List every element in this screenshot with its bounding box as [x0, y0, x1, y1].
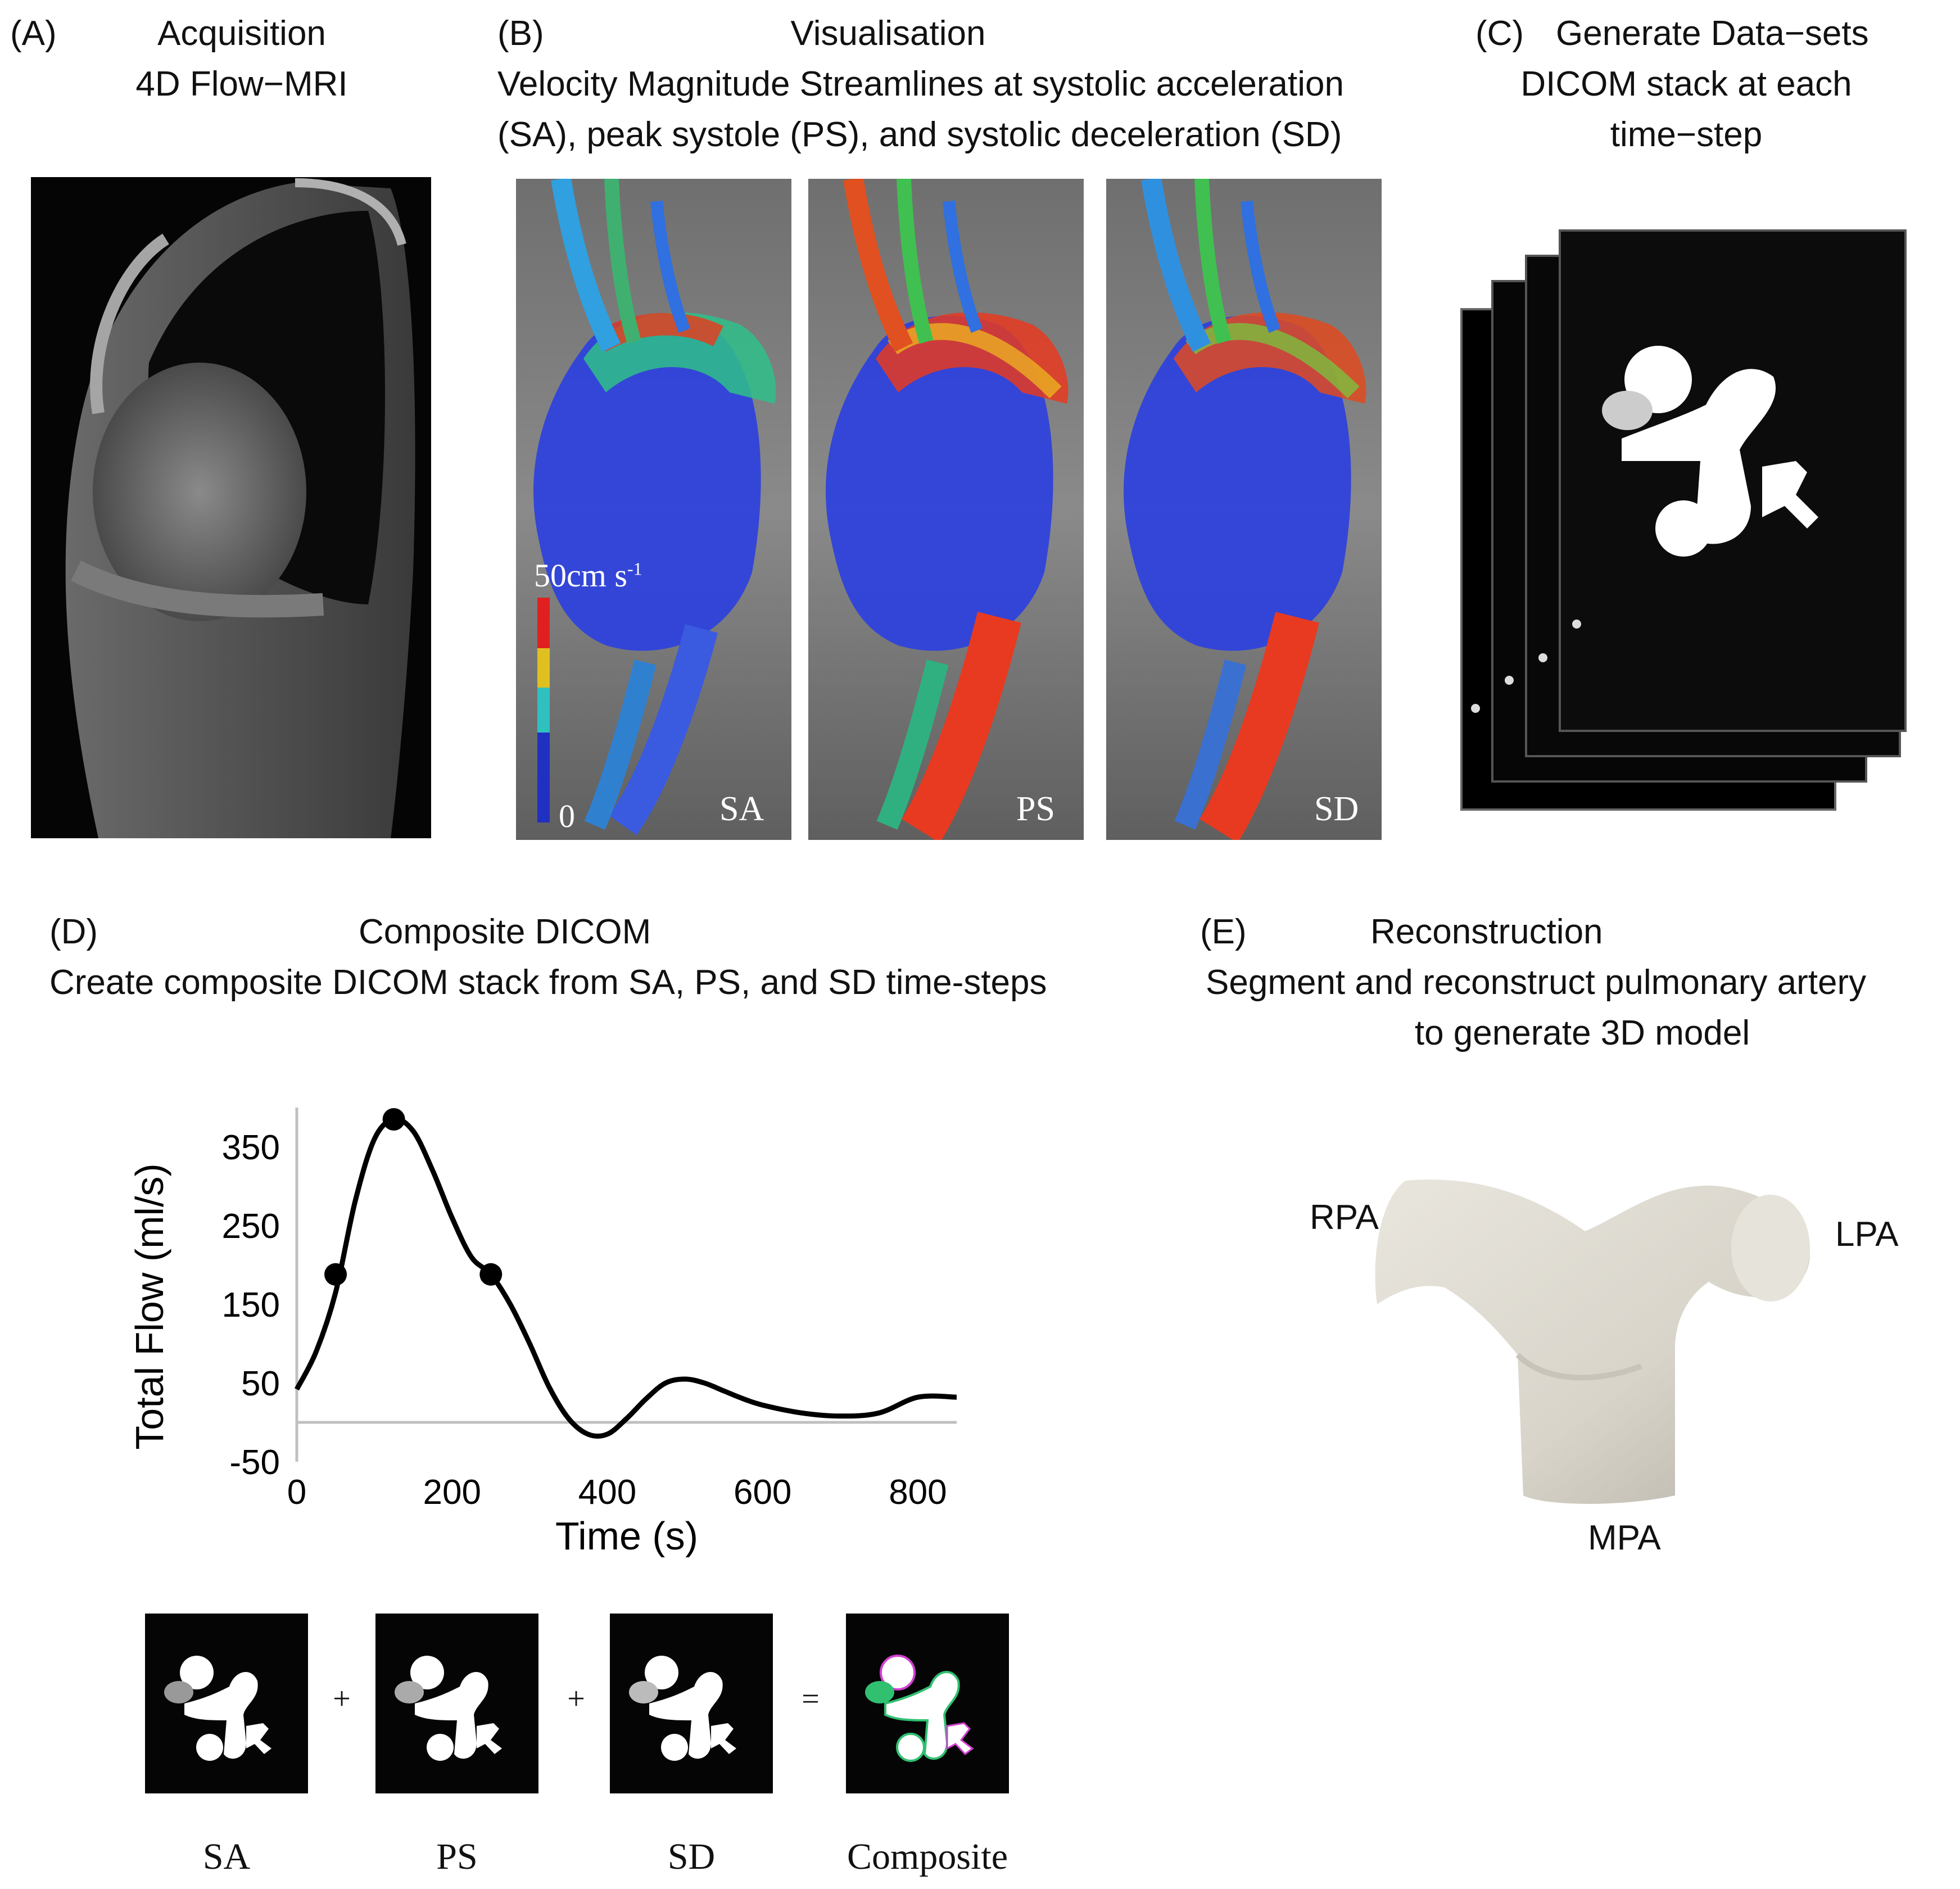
streamlines-ps-image — [808, 179, 1084, 840]
panel-b-letter: (B) — [497, 14, 544, 53]
y-tick-label: 50 — [241, 1364, 280, 1403]
plus-operator-2: + — [567, 1682, 585, 1716]
panel-a-letter: (A) — [10, 14, 57, 53]
thumb-sa-label: SA — [202, 1836, 251, 1877]
dicom-stack-image — [1460, 229, 1907, 811]
pulmonary-artery-slice — [1602, 346, 1818, 557]
panel-d-line1: Create composite DICOM stack from SA, PS… — [49, 963, 1047, 1002]
sa-label: SA — [719, 790, 764, 828]
thumb-sd-label: SD — [667, 1836, 716, 1877]
x-tick-label: 600 — [734, 1473, 791, 1512]
panel-b-line2: (SA), peak systole (PS), and systolic de… — [497, 115, 1342, 154]
x-tick-label: 400 — [578, 1473, 636, 1512]
y-tick-label: 250 — [222, 1207, 280, 1246]
panel-c-title: Generate Data−sets — [1556, 14, 1869, 53]
panel-e-line2: to generate 3D model — [1414, 1014, 1750, 1052]
lpa-label: LPA — [1835, 1215, 1899, 1254]
panel-e-line1: Segment and reconstruct pulmonary artery — [1206, 963, 1867, 1002]
flow-curve — [294, 1117, 957, 1439]
thumb-sa-image — [145, 1614, 308, 1793]
y-tick-label: 150 — [222, 1286, 280, 1325]
time-step-marker — [479, 1263, 503, 1286]
panel-b-line1: Velocity Magnitude Streamlines at systol… — [497, 65, 1344, 103]
colorbar-max-label: 50cm s-1 — [534, 557, 642, 594]
panel-e-title: Reconstruction — [1370, 912, 1603, 951]
thumb-ps-image — [375, 1614, 538, 1793]
panel-c-line1: DICOM stack at each — [1520, 65, 1852, 103]
panel-c-line2: time−step — [1610, 115, 1763, 154]
panel-a-title: Acquisition — [157, 14, 326, 53]
panel-a-subtitle: 4D Flow−MRI — [135, 65, 348, 103]
panel-b-title: Visualisation — [790, 14, 986, 53]
ps-label: PS — [1016, 790, 1055, 828]
plus-operator-1: + — [333, 1682, 351, 1716]
x-axis-label: Time (s) — [555, 1514, 698, 1557]
panel-e-letter: (E) — [1200, 912, 1247, 951]
y-axis-label: Total Flow (ml/s) — [128, 1163, 171, 1449]
y-tick-label: -50 — [229, 1443, 280, 1482]
flow-chart: -50 50 150 250 350 0 200 400 600 800 Total Flow … — [128, 1108, 957, 1557]
time-step-marker — [324, 1263, 347, 1286]
x-tick-label: 200 — [423, 1473, 481, 1512]
x-tick-label: 0 — [287, 1473, 306, 1512]
time-step-marker — [382, 1108, 405, 1131]
pulmonary-artery-3d-model — [1375, 1180, 1810, 1504]
panel-d-letter: (D) — [49, 912, 98, 951]
y-tick-label: 350 — [222, 1128, 280, 1167]
sd-label: SD — [1314, 790, 1359, 828]
panel-d-title: Composite DICOM — [359, 912, 651, 951]
thumb-composite-image — [846, 1614, 1009, 1793]
equals-operator: = — [802, 1682, 820, 1716]
thumb-ps-label: PS — [436, 1836, 478, 1877]
x-tick-label: 800 — [889, 1473, 947, 1512]
thumb-composite-label: Composite — [847, 1836, 1008, 1877]
colorbar-min-label: 0 — [559, 798, 575, 834]
panel-c-letter: (C) — [1475, 14, 1524, 53]
mpa-label: MPA — [1588, 1519, 1661, 1557]
rpa-label: RPA — [1310, 1198, 1379, 1237]
streamlines-sd-image — [1106, 179, 1382, 840]
mri-sagittal-image — [31, 177, 431, 838]
thumb-sd-image — [610, 1614, 773, 1793]
streamlines-sa-image — [516, 179, 791, 840]
